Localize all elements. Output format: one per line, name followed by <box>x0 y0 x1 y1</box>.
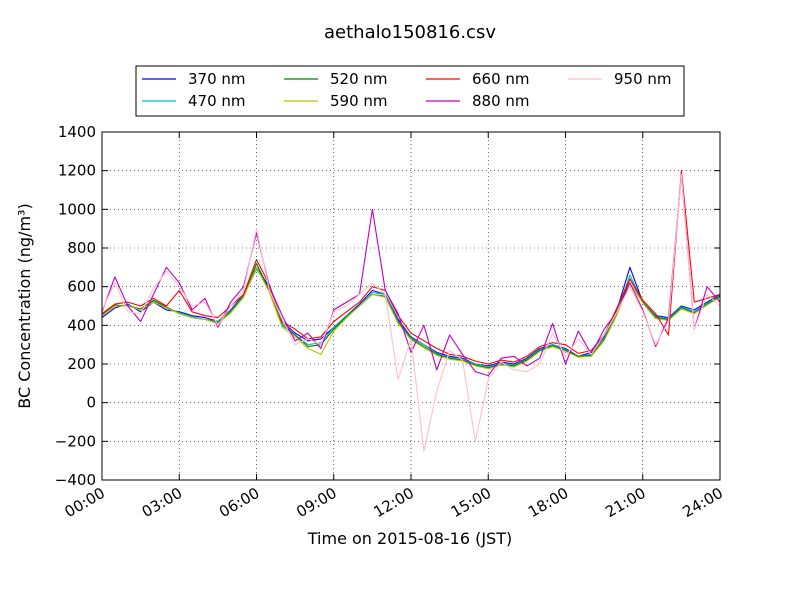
legend-entries: 370 nm 470 nm 520 nm 590 nm 660 nm 880 nm 950 … <box>142 70 672 110</box>
y-tick-label: 1000 <box>58 200 96 218</box>
series-line-660-nm <box>101 170 721 365</box>
legend-entry: 520 nm <box>284 70 388 88</box>
legend-entry: 370 nm <box>142 70 246 88</box>
legend: 370 nm 470 nm 520 nm 590 nm 660 nm 880 nm 950 … <box>135 65 685 117</box>
y-tick-label: 800 <box>67 239 96 257</box>
legend-entry: 590 nm <box>284 92 388 110</box>
series-line-370-nm <box>101 266 721 367</box>
y-tick-label: 0 <box>86 394 96 412</box>
legend-label: 370 nm <box>188 70 246 88</box>
legend-entry: 660 nm <box>426 70 530 88</box>
legend-label: 470 nm <box>188 92 246 110</box>
y-tick-label: 400 <box>67 316 96 334</box>
legend-label: 880 nm <box>472 92 530 110</box>
y-tick-label: 200 <box>67 355 96 373</box>
legend-entry: 950 nm <box>568 70 672 88</box>
plot-area <box>102 132 720 480</box>
legend-label: 660 nm <box>472 70 530 88</box>
axis-ticks <box>101 131 721 481</box>
series-line-950-nm <box>101 173 721 452</box>
chart-title: aethalo150816.csv <box>324 22 496 43</box>
legend-entry: 470 nm <box>142 92 246 110</box>
series-lines <box>101 170 721 452</box>
y-tick-label: 1400 <box>58 123 96 141</box>
y-tick-label: −400 <box>55 471 96 489</box>
y-axis-label: BC Concentration (ng/m³) <box>15 203 34 408</box>
y-tick-labels: −400 −200 0 200 400 600 800 1000 1200 1400 <box>55 123 96 489</box>
x-axis-label: Time on 2015-08-16 (JST) <box>307 529 512 548</box>
y-tick-label: 600 <box>67 278 96 296</box>
legend-entry: 880 nm <box>426 92 530 110</box>
y-tick-label: −200 <box>55 432 96 450</box>
grid <box>102 132 720 480</box>
y-tick-label: 1200 <box>58 162 96 180</box>
legend-label: 950 nm <box>614 70 672 88</box>
legend-label: 590 nm <box>330 92 388 110</box>
legend-label: 520 nm <box>330 70 388 88</box>
legend-box <box>135 65 685 117</box>
